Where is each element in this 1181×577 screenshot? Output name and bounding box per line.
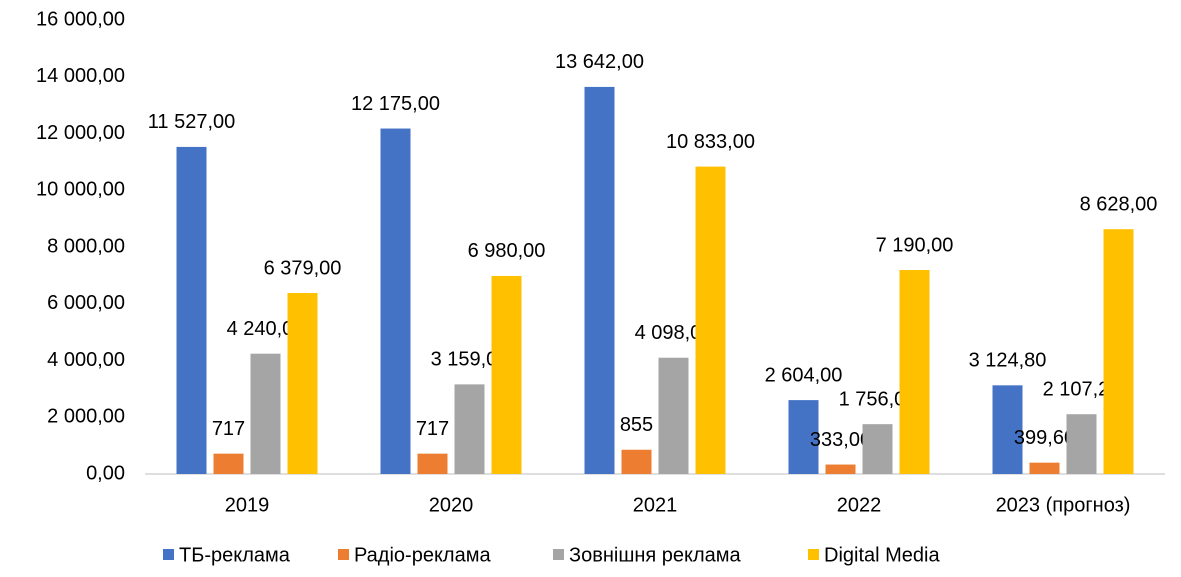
value-label: 3 159,00: [431, 349, 509, 371]
bar: [250, 353, 281, 474]
bar: [658, 357, 689, 474]
x-tick-label: 2023 (прогноз): [996, 494, 1131, 516]
bar: [899, 269, 930, 474]
x-tick-label: 2020: [429, 494, 474, 516]
x-tick-label: 2022: [837, 494, 882, 516]
value-label: 3 124,80: [969, 350, 1047, 372]
bar: [491, 275, 522, 474]
bar: [176, 146, 207, 474]
bar: [862, 424, 893, 474]
value-label: 399,60: [1014, 427, 1075, 449]
bar: [213, 453, 244, 474]
bar: [788, 400, 819, 474]
legend-label: Радіо-реклама: [354, 544, 491, 566]
y-tick-label: 12 000,00: [36, 122, 125, 144]
bar: [825, 464, 856, 474]
bar: [992, 385, 1023, 474]
value-label: 717: [416, 418, 449, 440]
bar: [621, 449, 652, 474]
value-label: 2 604,00: [765, 364, 843, 386]
legend-swatch: [163, 549, 174, 560]
bar: [1029, 462, 1060, 474]
y-tick-label: 10 000,00: [36, 179, 125, 201]
value-label: 11 527,00: [148, 111, 236, 133]
bar: [380, 128, 411, 475]
y-tick-label: 6 000,00: [47, 292, 125, 314]
y-tick-label: 4 000,00: [47, 349, 125, 371]
value-label: 13 642,00: [555, 51, 644, 73]
value-label: 6 379,00: [264, 257, 342, 279]
x-tick-label: 2019: [225, 494, 270, 516]
value-label: 8 628,00: [1080, 193, 1158, 215]
value-label: 2 107,20: [1043, 378, 1121, 400]
legend-swatch: [808, 549, 819, 560]
y-tick-label: 0,00: [86, 462, 125, 484]
value-label: 717: [212, 418, 245, 440]
y-tick-label: 16 000,00: [36, 8, 125, 30]
bar: [1066, 414, 1097, 474]
value-label: 12 175,00: [351, 93, 440, 115]
bar: [287, 292, 318, 474]
value-label: 333,00: [810, 429, 871, 451]
legend-swatch: [338, 549, 349, 560]
legend-swatch: [553, 549, 564, 560]
value-label: 10 833,00: [666, 131, 755, 153]
legend-label: Digital Media: [824, 544, 940, 566]
value-label: 855: [620, 414, 653, 436]
value-label: 6 980,00: [468, 240, 546, 262]
y-tick-label: 14 000,00: [36, 65, 125, 87]
y-tick-label: 8 000,00: [47, 235, 125, 257]
bar: [584, 86, 615, 474]
value-label: 7 190,00: [876, 234, 954, 256]
legend-label: Зовнішня реклама: [569, 544, 742, 566]
y-tick-label: 2 000,00: [47, 406, 125, 428]
value-label: 1 756,00: [839, 388, 917, 410]
legend-label: ТБ-реклама: [179, 544, 291, 566]
bar: [1103, 229, 1134, 474]
bar: [695, 166, 726, 474]
value-label: 4 098,00: [635, 322, 713, 344]
bar: [454, 384, 485, 474]
bar: [417, 453, 448, 474]
x-tick-label: 2021: [633, 494, 678, 516]
value-label: 4 240,00: [227, 318, 305, 340]
